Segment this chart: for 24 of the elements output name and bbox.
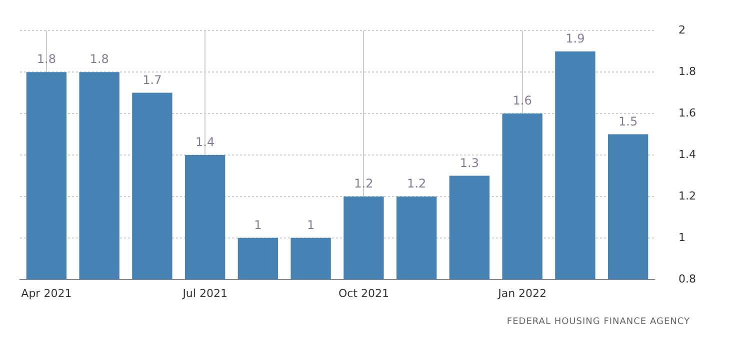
data-label: 1.3 [460, 156, 479, 170]
data-label: 1.7 [142, 72, 162, 87]
y-tick-label: 1.2 [678, 189, 696, 202]
y-tick-label: 2 [678, 23, 686, 36]
y-tick-label: 1.6 [678, 106, 696, 120]
data-label: 1.8 [90, 52, 109, 66]
x-tick-label: Oct 2021 [338, 286, 389, 300]
data-label: 1 [306, 218, 315, 232]
x-tick-label: Jul 2021 [182, 286, 228, 300]
data-label: 1.4 [196, 135, 215, 150]
y-tick-label: 1.4 [678, 148, 696, 161]
data-label: 1.5 [618, 114, 638, 128]
data-label: 1.9 [566, 31, 585, 46]
x-tick-label: Jan 2022 [497, 286, 547, 300]
y-tick-label: 1.8 [678, 64, 696, 78]
data-label: 1.2 [354, 176, 374, 191]
text: FEDERAL HOUSING FINANCE AGENCY [506, 317, 690, 327]
data-label: 1.2 [407, 176, 426, 191]
y-tick-label: 1 [678, 230, 686, 244]
data-label: 1.6 [512, 94, 532, 108]
data-label: 1 [254, 218, 262, 232]
x-tick-label: Apr 2021 [21, 286, 72, 300]
y-tick-label: 0.8 [678, 272, 696, 286]
data-label: 1.8 [36, 52, 56, 66]
